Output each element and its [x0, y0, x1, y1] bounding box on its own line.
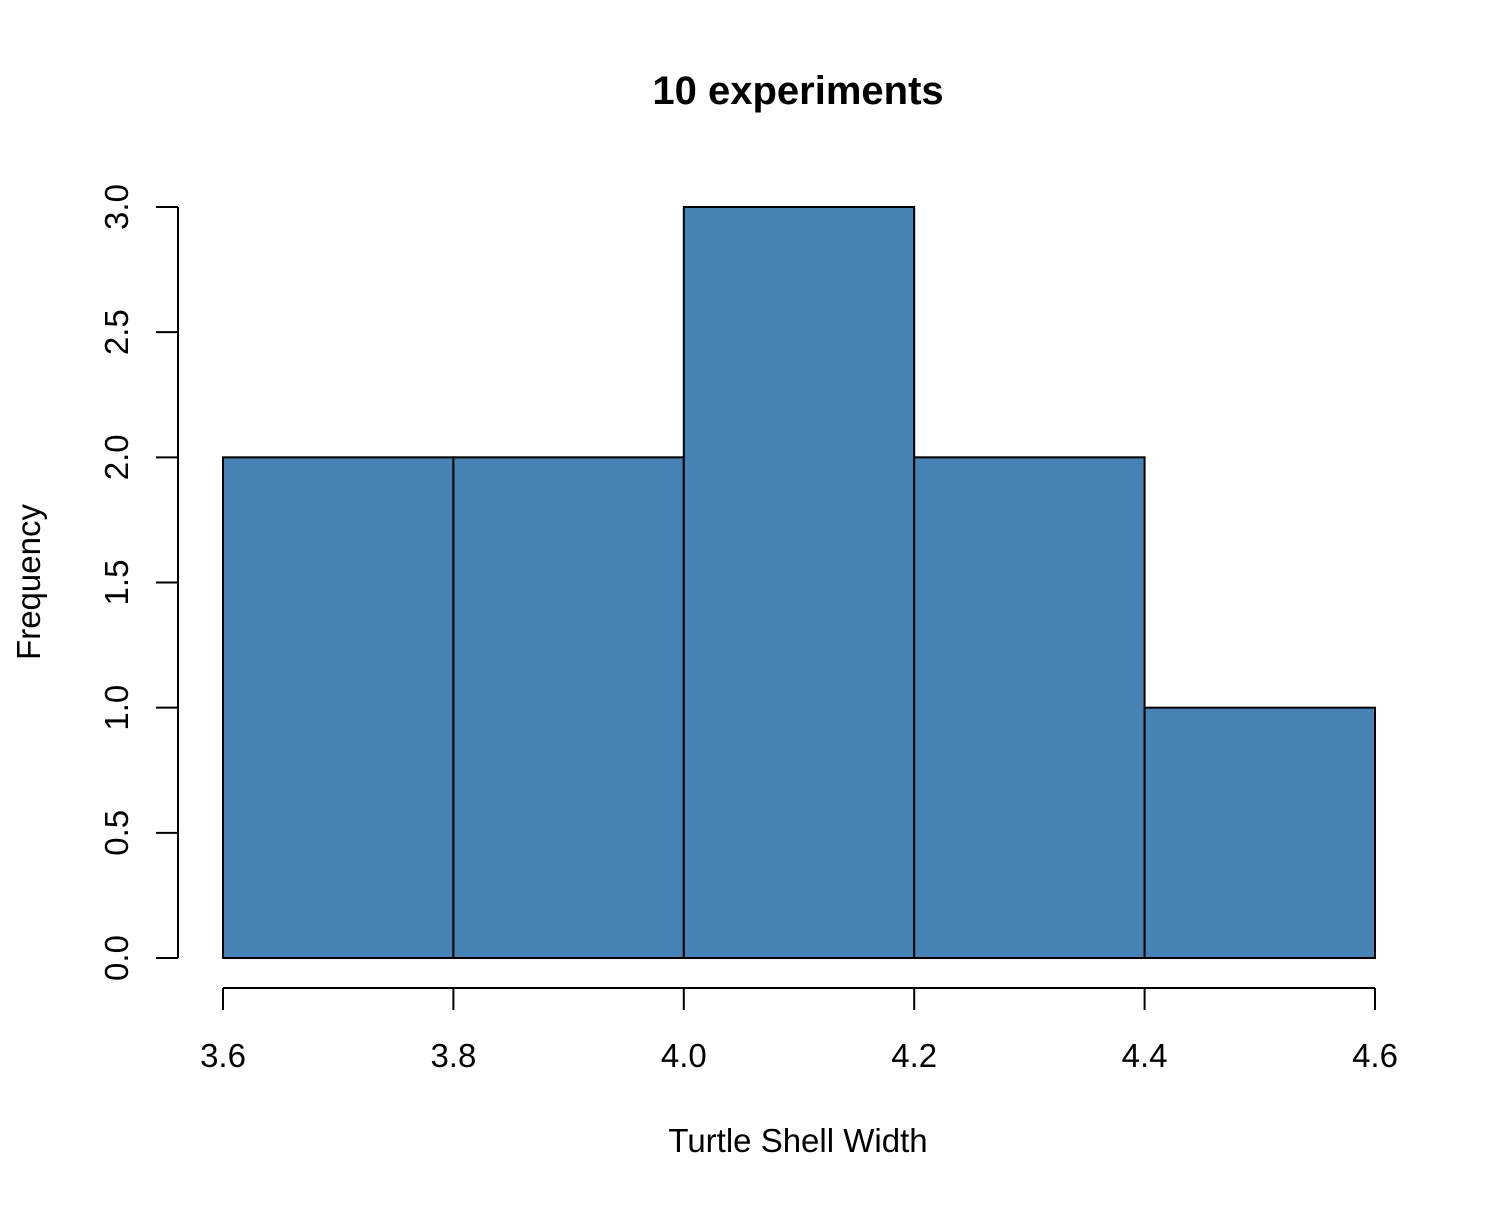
y-tick-label-4: 2.0 [98, 434, 135, 480]
y-tick-label-5: 2.5 [98, 309, 135, 355]
histogram-bar-1 [452, 456, 685, 959]
x-tick-label-3: 4.2 [891, 1037, 937, 1074]
y-axis-label: Frequency [10, 504, 47, 660]
histogram-bar-0 [222, 456, 455, 959]
histogram-bar-4 [1143, 706, 1376, 960]
x-axis: 3.6 3.8 4.0 4.2 4.4 4.6 [200, 987, 1398, 1074]
y-axis: 0.0 0.5 1.0 1.5 2.0 2.5 3.0 [98, 184, 179, 981]
histogram-bar-2 [682, 206, 916, 959]
x-tick-label-2: 4.0 [661, 1037, 707, 1074]
x-tick-label-1: 3.8 [430, 1037, 476, 1074]
histogram-bar-3 [913, 456, 1146, 959]
y-tick-label-2: 1.0 [98, 685, 135, 731]
bars-group [222, 206, 1376, 960]
y-tick-label-3: 1.5 [98, 560, 135, 606]
y-tick-label-6: 3.0 [98, 184, 135, 230]
x-axis-label: Turtle Shell Width [668, 1122, 927, 1159]
x-tick-label-4: 4.4 [1122, 1037, 1168, 1074]
x-tick-label-5: 4.6 [1352, 1037, 1398, 1074]
x-tick-label-0: 3.6 [200, 1037, 246, 1074]
y-tick-label-0: 0.0 [98, 935, 135, 981]
y-tick-label-1: 0.5 [98, 810, 135, 856]
chart-title: 10 experiments [652, 69, 943, 113]
